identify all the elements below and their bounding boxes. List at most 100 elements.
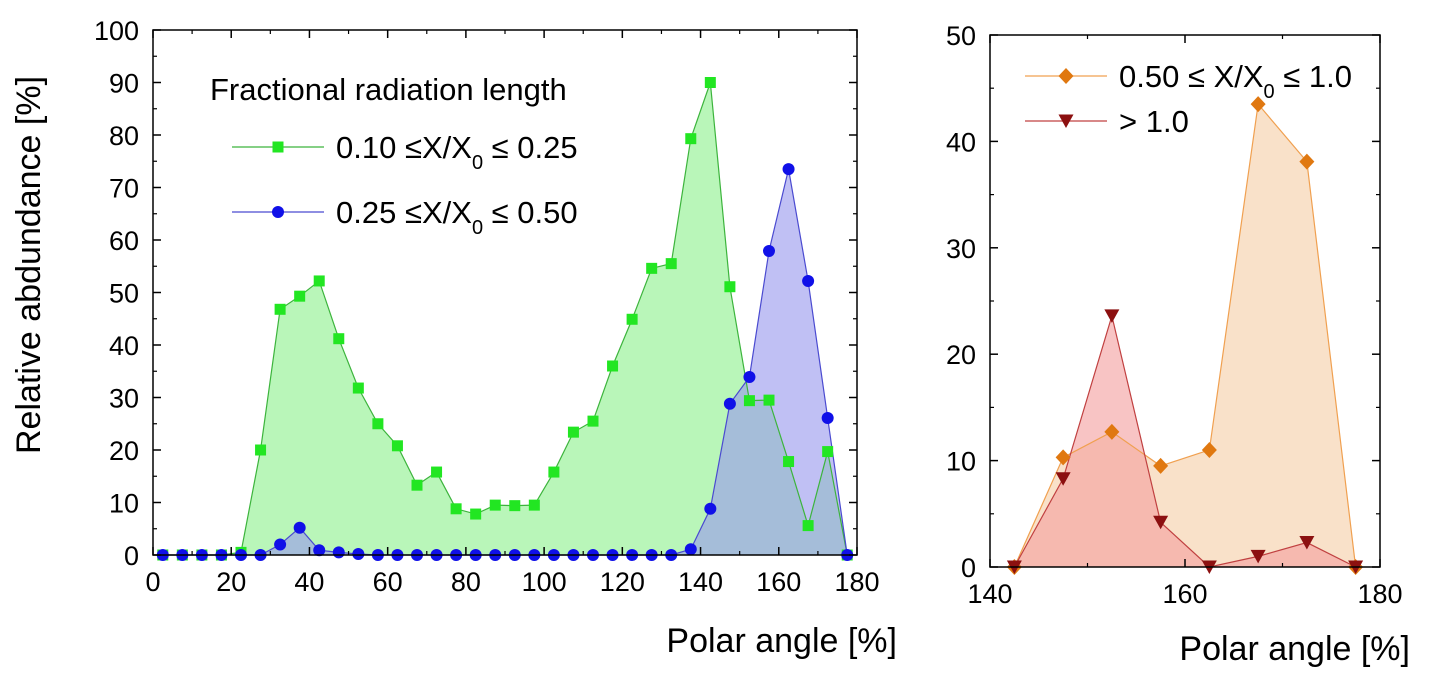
right-series-1-point bbox=[1104, 309, 1120, 323]
left-series-0-point bbox=[685, 133, 697, 145]
right-legend: 0.50 ≤ X/X0 ≤ 1.0 > 1.0 bbox=[1025, 59, 1352, 139]
left-series-0-point bbox=[587, 415, 599, 427]
left-series-0-point bbox=[431, 466, 443, 478]
left-series-0-point bbox=[528, 499, 540, 511]
left-y-tick-label: 0 bbox=[124, 541, 139, 571]
right-y-tick-label: 20 bbox=[946, 340, 976, 370]
left-y-tick-label: 100 bbox=[94, 16, 139, 46]
left-legend-title: Fractional radiation length bbox=[210, 72, 567, 107]
left-legend-label-0: 0.10 ≤X/X0 ≤ 0.25 bbox=[336, 130, 578, 174]
left-series-1-point bbox=[821, 411, 834, 424]
left-series-0-point bbox=[470, 508, 482, 520]
right-series-0-point bbox=[1104, 423, 1120, 440]
left-series-0-point bbox=[802, 520, 814, 532]
left-y-tick-label: 50 bbox=[109, 279, 139, 309]
left-series-0-point bbox=[450, 503, 462, 515]
left-series-0-point bbox=[294, 290, 306, 302]
left-y-tick-label: 90 bbox=[109, 69, 139, 99]
left-x-tick-label: 40 bbox=[294, 567, 324, 597]
left-series-1-point bbox=[332, 546, 345, 559]
right-y-tick-label: 10 bbox=[946, 447, 976, 477]
right-series-1-point bbox=[1153, 515, 1169, 530]
right-chart: 140 160 180 0 10 20 30 40 50 Polar angle [%] 0.5… bbox=[946, 21, 1410, 668]
right-legend-marker bbox=[1058, 114, 1074, 128]
left-y-tick-label: 10 bbox=[109, 489, 139, 519]
right-plot-area bbox=[1006, 96, 1364, 575]
left-series-0-point bbox=[391, 440, 403, 452]
left-legend-marker bbox=[272, 141, 284, 153]
right-legend-marker bbox=[1058, 68, 1074, 84]
right-y-tick-label: 50 bbox=[946, 21, 976, 51]
right-y-tick-label: 30 bbox=[946, 234, 976, 264]
right-x-tick-label: 180 bbox=[1357, 579, 1402, 609]
left-y-axis-label: Relative abdundance [%] bbox=[10, 76, 48, 454]
left-series-1-point bbox=[723, 397, 736, 410]
right-series-1-point bbox=[1055, 472, 1071, 486]
left-x-tick-label: 120 bbox=[600, 567, 645, 597]
left-series-0-point bbox=[489, 499, 501, 511]
left-series-0-area bbox=[162, 82, 848, 555]
left-x-tick-label: 60 bbox=[373, 567, 403, 597]
left-series-1-point bbox=[313, 544, 326, 557]
left-series-1-point bbox=[293, 521, 306, 534]
left-series-0-point bbox=[763, 394, 775, 406]
right-axis-ticks: 140 160 180 0 10 20 30 40 50 bbox=[946, 21, 1403, 609]
left-series-0-point bbox=[372, 418, 384, 430]
left-series-0-point bbox=[607, 360, 619, 372]
left-series-0-line bbox=[162, 82, 848, 556]
right-series-0-point bbox=[1055, 449, 1071, 466]
left-x-tick-label: 20 bbox=[216, 567, 246, 597]
left-series-0-point bbox=[665, 258, 677, 270]
left-series-0-point bbox=[333, 333, 345, 345]
left-series-1-point bbox=[274, 538, 287, 551]
left-series-0-point bbox=[646, 262, 658, 274]
right-series-1-point bbox=[1250, 549, 1266, 564]
right-legend-label-1: > 1.0 bbox=[1119, 104, 1189, 139]
left-series-0-point bbox=[626, 313, 638, 325]
left-series-1-point bbox=[704, 502, 717, 515]
right-y-tick-label: 40 bbox=[946, 127, 976, 157]
left-x-tick-label: 140 bbox=[678, 567, 723, 597]
left-series-0-point bbox=[724, 281, 736, 293]
left-series-0-point bbox=[704, 77, 716, 88]
left-legend-label-1: 0.25 ≤X/X0 ≤ 0.50 bbox=[336, 195, 578, 239]
right-x-tick-label: 160 bbox=[1162, 579, 1207, 609]
left-series-0-point bbox=[313, 275, 325, 287]
left-series-0-point bbox=[567, 426, 579, 438]
left-series-0-point bbox=[548, 466, 560, 478]
right-x-axis-label: Polar angle [%] bbox=[1179, 630, 1410, 668]
left-series-1-point bbox=[743, 371, 756, 384]
left-y-tick-label: 70 bbox=[109, 174, 139, 204]
left-series-0-point bbox=[411, 479, 423, 491]
left-legend: 0.10 ≤X/X0 ≤ 0.25 0.25 ≤X/X0 ≤ 0.50 bbox=[232, 130, 578, 239]
left-series-1-point bbox=[802, 274, 815, 287]
left-legend-marker bbox=[272, 206, 284, 218]
left-series-0-point bbox=[255, 444, 267, 456]
left-x-tick-label: 180 bbox=[834, 567, 879, 597]
left-series-1-point bbox=[352, 547, 365, 560]
right-legend-label-0: 0.50 ≤ X/X0 ≤ 1.0 bbox=[1119, 59, 1352, 103]
right-x-tick-label: 140 bbox=[967, 579, 1012, 609]
right-series-1-point bbox=[1299, 536, 1315, 550]
left-plot-area bbox=[156, 77, 854, 561]
left-x-tick-label: 0 bbox=[145, 567, 160, 597]
left-x-tick-label: 160 bbox=[756, 567, 801, 597]
right-series-0-point bbox=[1153, 457, 1169, 474]
left-series-1-point bbox=[763, 245, 775, 258]
left-series-1-area bbox=[162, 169, 848, 555]
left-series-1-point bbox=[782, 163, 795, 176]
right-series-0-point bbox=[1250, 96, 1266, 113]
left-series-0-point bbox=[509, 500, 521, 512]
right-series-0-point bbox=[1299, 153, 1315, 170]
right-series-1-line bbox=[1013, 313, 1356, 568]
left-x-tick-label: 100 bbox=[522, 567, 567, 597]
right-y-tick-label: 0 bbox=[961, 553, 976, 583]
left-y-tick-label: 60 bbox=[109, 226, 139, 256]
left-axis-ticks: 0 20 40 60 80 100 120 140 160 180 0 10 20 30 40 50 60 70 8… bbox=[94, 16, 880, 597]
right-series-1-area bbox=[1014, 315, 1356, 567]
left-chart: 0 20 40 60 80 100 120 140 160 180 0 10 20 30 40 50 60 70 8… bbox=[10, 16, 897, 660]
left-series-0-point bbox=[352, 382, 364, 394]
left-series-1-point bbox=[684, 543, 697, 556]
left-series-0-point bbox=[274, 303, 286, 315]
left-y-tick-label: 80 bbox=[109, 121, 139, 151]
